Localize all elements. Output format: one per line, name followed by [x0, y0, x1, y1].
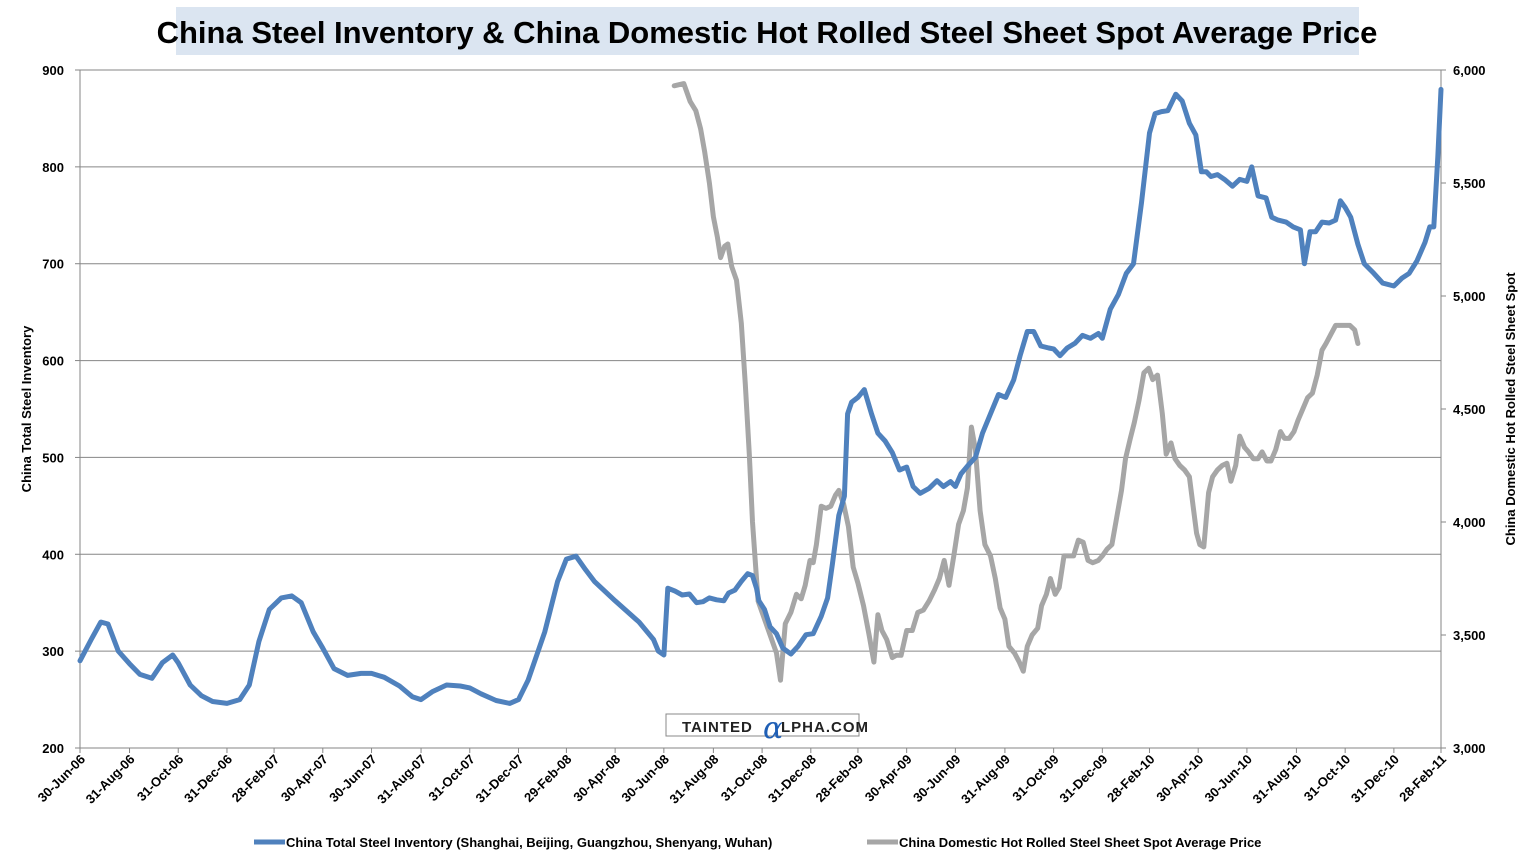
right-tick-label: 5,000: [1453, 289, 1486, 304]
watermark: TAINTED α LPHA.COM: [665, 711, 869, 746]
legend-label-price: China Domestic Hot Rolled Steel Sheet Sp…: [899, 835, 1261, 850]
watermark-box: [665, 713, 860, 737]
series-line-price: [671, 81, 1361, 683]
legend-label-inventory: China Total Steel Inventory (Shanghai, B…: [286, 835, 772, 850]
series-line-inventory: [77, 86, 1444, 706]
left-tick-label: 300: [42, 644, 64, 659]
legend: China Total Steel Inventory (Shanghai, B…: [254, 835, 1261, 850]
right-tick-label: 3,000: [1453, 741, 1486, 756]
watermark-alpha: α: [763, 711, 783, 746]
right-tick-label: 3,500: [1453, 628, 1486, 643]
right-tick-label: 4,500: [1453, 402, 1486, 417]
left-tick-label: 200: [42, 741, 64, 756]
right-tick-label: 4,000: [1453, 515, 1486, 530]
left-tick-label: 600: [42, 354, 64, 369]
right-axis-ticks: 3,000 3,500 4,000 4,500 5,000 5,500 6,000: [1441, 63, 1486, 756]
right-tick-label: 5,500: [1453, 176, 1486, 191]
left-axis-title: China Total Steel Inventory: [19, 325, 34, 492]
left-tick-label: 700: [42, 257, 64, 272]
left-tick-label: 900: [42, 63, 64, 78]
left-tick-label: 500: [42, 450, 64, 465]
right-tick-label: 6,000: [1453, 63, 1486, 78]
watermark-text-before: TAINTED: [682, 719, 753, 736]
series-layer: [77, 81, 1444, 706]
left-tick-label: 800: [42, 160, 64, 175]
chart-title: China Steel Inventory & China Domestic H…: [157, 15, 1378, 50]
gridlines: [80, 69, 1441, 652]
left-tick-label: 400: [42, 547, 64, 562]
title-background: [176, 7, 1359, 55]
right-axis-title: China Domestic Hot Rolled Steel Sheet Sp…: [1503, 272, 1518, 546]
watermark-text-after: LPHA.COM: [781, 719, 869, 736]
left-axis-ticks: 200 300 400 500 600 700 800 900: [42, 63, 80, 756]
